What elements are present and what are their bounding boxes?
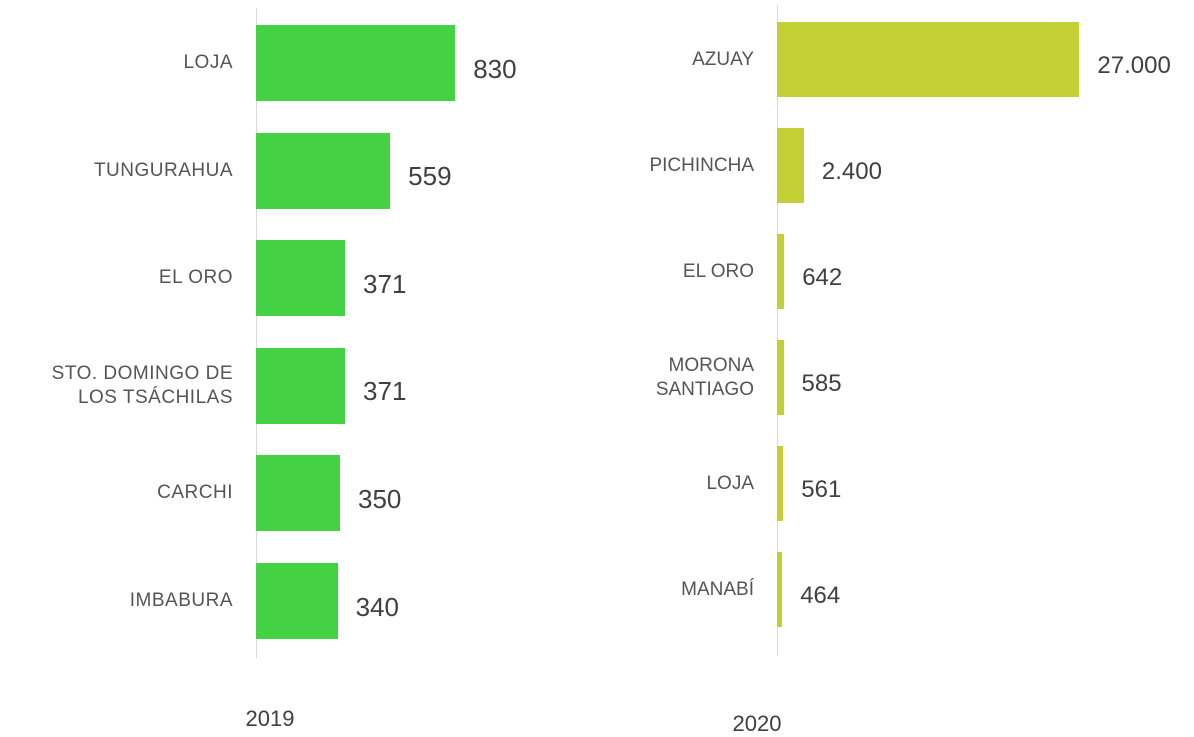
category-label: LOJA [183,52,233,73]
bar [777,234,785,309]
x-axis-label: 2020 [732,711,782,736]
value-label: 371 [363,376,407,407]
category-label: MANABÍ [681,578,754,600]
bar [777,446,784,521]
value-label: 559 [408,161,452,192]
value-label: 371 [363,268,407,299]
category-label: LOJA [706,472,754,494]
category-label: PICHINCHA [649,154,754,176]
bar [256,347,346,424]
x-axis-label: 2019 [245,706,295,731]
category-label: CARCHI [157,482,233,504]
bar [256,132,391,209]
bar [256,240,346,317]
bar [777,340,784,415]
value-label: 27.000 [1097,51,1171,79]
bar [777,128,804,203]
category-label: AZUAY [692,48,754,70]
bar [256,25,456,101]
category-label: EL ORO [682,260,754,282]
category-label: MORONA SANTIAGO [655,354,754,400]
axis-line [777,5,778,656]
value-label: 464 [800,581,841,609]
value-label: 2.400 [821,157,882,185]
bar [256,455,340,532]
bar [777,552,783,627]
value-label: 340 [355,591,399,622]
value-label: 830 [473,53,517,84]
value-label: 585 [801,369,842,397]
value-label: 350 [358,483,402,514]
category-label: IMBABURA [129,590,233,611]
value-label: 642 [802,263,843,291]
category-label: TUNGURAHUA [93,159,233,181]
axis-line [256,8,257,658]
category-label: STO. DOMINGO DE LOS TSÁCHILAS [51,362,233,408]
bar [777,22,1080,97]
category-label: EL ORO [158,267,233,289]
value-label: 561 [801,475,842,503]
bar [256,563,338,639]
